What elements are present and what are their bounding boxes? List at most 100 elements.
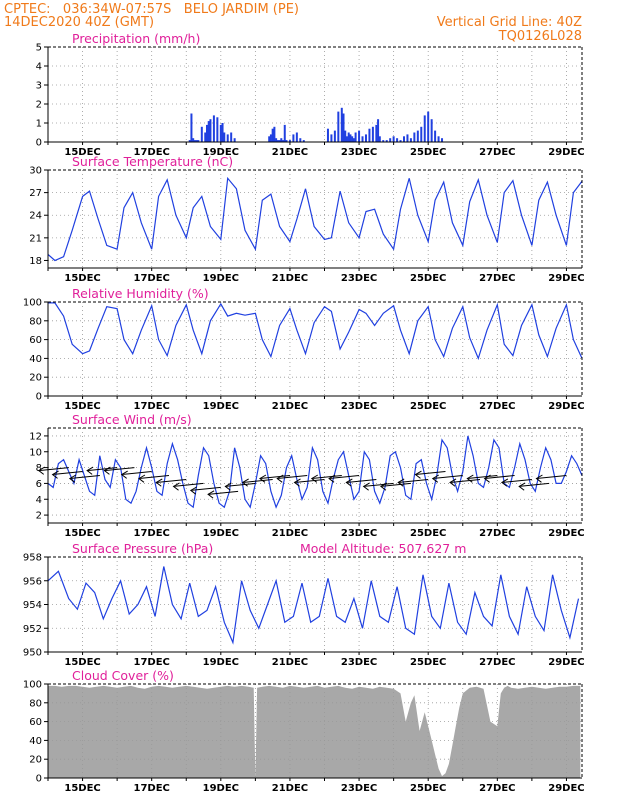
precipitation-bar (377, 119, 380, 142)
precipitation-bar (378, 136, 381, 142)
wind-vector-shaft (536, 475, 567, 479)
wind-vector-head (310, 474, 319, 483)
wind-vector-shaft (311, 475, 342, 479)
precipitation-bar (193, 140, 196, 142)
precipitation-bar (330, 134, 333, 142)
precipitation-bar (347, 132, 350, 142)
precipitation-bar (416, 130, 419, 142)
wind-xtick-label: 25DEC (410, 528, 446, 539)
precipitation-panel: 0 1 2 3 4 5 15DEC 17DEC 19DEC 21DEC 23DEC 25DEC 27DE… (36, 31, 585, 158)
wind-vector-head (483, 474, 491, 483)
precipitation-xtick-label: 15DEC (64, 147, 100, 158)
temperature-xtick-label: 29DEC (548, 273, 584, 284)
temperature-xtick-label: 27DEC (479, 273, 515, 284)
wind-vector-head (449, 478, 457, 487)
pressure-ytick-label: 958 (23, 553, 42, 564)
precipitation-xtick-label: 29DEC (548, 147, 584, 158)
precipitation-bar (216, 117, 219, 142)
wind-vector-shaft (363, 482, 394, 487)
temperature-ytick-label: 24 (29, 211, 42, 222)
precipitation-bar (195, 140, 198, 142)
wind-vector-shaft (52, 471, 83, 476)
humidity-panel: 0 20 40 60 80 100 15DEC 17DEC 19DEC 21DEC 23DEC 25D… (23, 286, 585, 412)
wind-vector-head (535, 474, 543, 483)
cloud-panel: 0 20 40 60 80 100 15DEC 17DEC 19DEC 21DEC 23DEC 25D… (23, 668, 585, 794)
temperature-xtick-label: 21DEC (272, 273, 308, 284)
wind-vector-head (518, 482, 526, 491)
precipitation-bar (302, 140, 305, 142)
pressure-panel: 950 952 954 956 958 15DEC 17DEC 19DEC 21DEC 23DEC… (23, 541, 585, 668)
wind-vector-shaft (38, 467, 69, 472)
temperature-xtick-label: 19DEC (203, 273, 239, 284)
humidity-xtick-label: 17DEC (133, 401, 169, 412)
humidity-xtick-label: 29DEC (548, 401, 584, 412)
precipitation-bar (219, 124, 222, 142)
wind-xtick-label: 21DEC (272, 528, 308, 539)
wind-vector-shaft (138, 475, 170, 479)
pressure-xtick-label: 23DEC (341, 657, 377, 668)
wind-vector-shaft (277, 475, 308, 479)
wind-vector-head (380, 482, 388, 491)
pressure-xtick-label: 21DEC (272, 657, 308, 668)
wind-vector-head (431, 474, 440, 483)
humidity-xtick-label: 19DEC (203, 401, 239, 412)
wind-vector-head (172, 482, 180, 491)
temperature-title: Surface Temperature (nC) (72, 154, 233, 169)
precipitation-title: Precipitation (mm/h) (72, 31, 200, 46)
cloud-ytick-label: 20 (29, 755, 42, 766)
humidity-ytick-label: 100 (23, 298, 42, 309)
wind-vector-shaft (501, 478, 532, 483)
temperature-ytick-label: 21 (29, 233, 42, 244)
precipitation-bar (200, 126, 203, 142)
wind-vector-shaft (467, 475, 498, 479)
header-model-id: TQ0126L028 (498, 29, 582, 44)
wind-vector-head (397, 478, 405, 487)
precipitation-bar (326, 128, 329, 142)
precipitation-bar (392, 136, 395, 142)
humidity-ytick-label: 80 (29, 316, 42, 327)
header-grid-line: Vertical Grid Line: 40Z (437, 15, 582, 30)
precipitation-xtick-label: 21DEC (272, 147, 308, 158)
precipitation-bar (209, 119, 212, 142)
wind-ytick-label: 8 (36, 463, 42, 474)
wind-vector-shaft (242, 478, 273, 483)
precipitation-bar (375, 124, 378, 142)
pressure-title: Surface Pressure (hPa) (72, 541, 213, 556)
wind-xtick-label: 15DEC (64, 528, 100, 539)
wind-vector-shaft (449, 478, 481, 483)
humidity-ytick-label: 40 (29, 354, 42, 365)
precipitation-bar (409, 138, 412, 142)
precipitation-bar (295, 132, 298, 142)
wind-vector-shaft (104, 467, 135, 472)
wind-vector-head (345, 478, 353, 487)
pressure-annotation: Model Altitude: 507.627 m (300, 541, 466, 556)
precipitation-bar (288, 140, 291, 142)
precipitation-bar (285, 140, 288, 142)
precipitation-ytick-label: 2 (36, 100, 42, 111)
humidity-xtick-label: 15DEC (64, 401, 100, 412)
cloud-ytick-label: 60 (29, 717, 42, 728)
wind-ytick-label: 2 (36, 511, 42, 522)
wind-xtick-label: 23DEC (341, 528, 377, 539)
wind-title: Surface Wind (m/s) (72, 412, 192, 427)
humidity-xtick-label: 27DEC (479, 401, 515, 412)
pressure-xtick-label: 29DEC (548, 657, 584, 668)
temperature-xtick-label: 23DEC (341, 273, 377, 284)
precipitation-bar (212, 115, 215, 142)
wind-vector-head (241, 478, 249, 487)
precipitation-bar (197, 140, 200, 142)
wind-vector-shaft (398, 478, 429, 483)
precipitation-bar (223, 132, 226, 142)
humidity-ytick-label: 60 (29, 335, 42, 346)
wind-vector-shaft (519, 482, 550, 487)
precipitation-bar (280, 138, 283, 142)
precipitation-bar (344, 130, 347, 142)
wind-vector-head (224, 482, 232, 491)
precipitation-bar (283, 124, 286, 142)
wind-ytick-label: 6 (36, 479, 42, 490)
temperature-xtick-label: 25DEC (410, 273, 446, 284)
wind-vector-shaft (156, 478, 187, 483)
precipitation-xtick-label: 17DEC (133, 147, 169, 158)
precipitation-bar (364, 134, 367, 142)
wind-vector-shaft (208, 490, 239, 495)
